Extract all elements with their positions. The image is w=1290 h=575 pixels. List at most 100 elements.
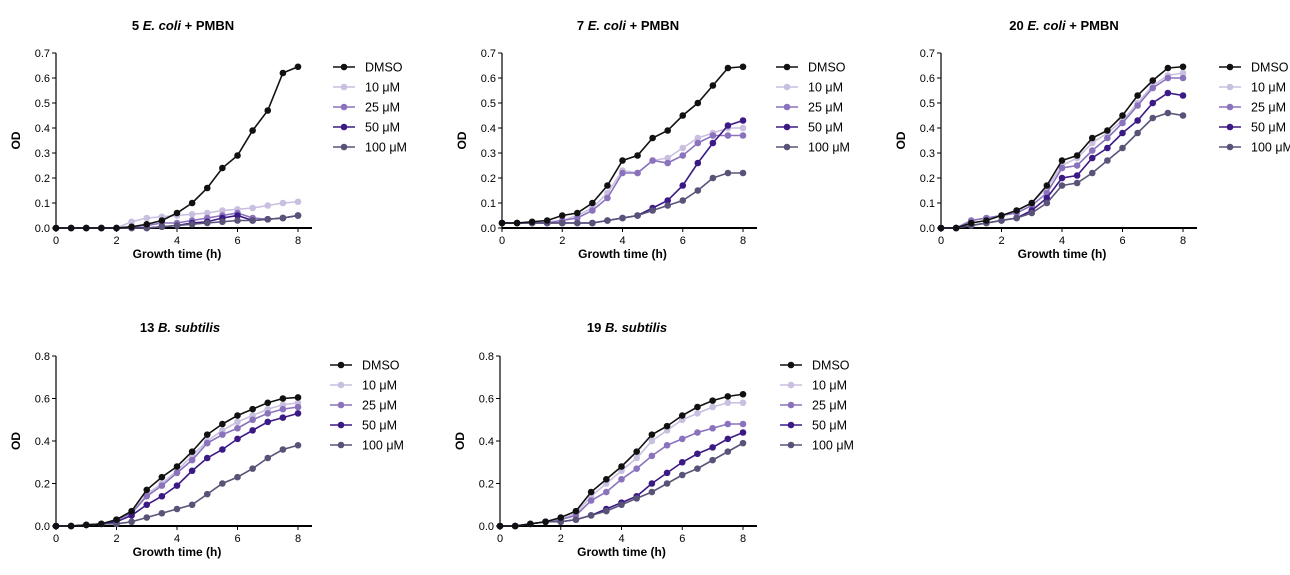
data-point <box>739 63 747 71</box>
data-point <box>264 454 272 462</box>
x-tick-label: 8 <box>740 533 746 545</box>
data-point <box>724 122 732 129</box>
series-line <box>502 65 744 224</box>
data-point <box>249 465 256 472</box>
x-tick-label: 4 <box>619 235 625 247</box>
data-point <box>694 134 702 142</box>
data-point <box>739 399 747 407</box>
data-point <box>234 473 241 481</box>
series-100-uM <box>498 169 747 227</box>
data-point <box>1134 92 1141 99</box>
data-point <box>203 490 211 498</box>
data-point <box>158 473 166 481</box>
data-point <box>709 139 717 147</box>
data-point <box>203 439 211 447</box>
data-point <box>1073 162 1081 169</box>
data-point <box>709 424 716 432</box>
data-point <box>128 507 135 515</box>
data-point <box>264 107 272 114</box>
legend-label: 50 μM <box>808 121 843 135</box>
data-point <box>648 437 656 445</box>
series-DMSO <box>52 63 302 232</box>
data-point <box>709 397 716 404</box>
series-DMSO <box>937 63 1187 232</box>
legend-item: 10 μM <box>330 379 397 393</box>
legend-swatch-marker <box>787 401 795 409</box>
data-point <box>294 212 302 219</box>
data-point <box>188 210 196 218</box>
legend-item: 10 μM <box>780 379 847 393</box>
data-point <box>1058 157 1066 164</box>
data-point <box>264 202 272 209</box>
legend-item: 50 μM <box>333 121 400 135</box>
data-point <box>128 518 135 526</box>
legend: DMSO 10 μM 25 μM 50 μM 100 μM <box>780 359 854 453</box>
data-point <box>234 217 241 224</box>
data-point <box>496 522 504 530</box>
data-point <box>634 212 641 219</box>
data-point <box>113 516 120 523</box>
data-point <box>709 82 717 89</box>
data-point <box>1164 64 1172 72</box>
legend-swatch-marker <box>340 63 348 71</box>
series-line <box>502 134 743 224</box>
legend-label: 25 μM <box>1251 101 1286 115</box>
data-point <box>1043 182 1051 189</box>
legend-swatch-marker <box>1226 63 1234 71</box>
data-point <box>587 512 595 519</box>
data-point <box>709 456 716 464</box>
legend-item: 100 μM <box>333 141 407 155</box>
data-point <box>279 414 287 421</box>
data-point <box>1179 69 1187 77</box>
legend-item: DMSO <box>330 359 400 373</box>
data-point <box>1028 199 1036 207</box>
data-point <box>739 390 747 398</box>
x-axis-label: Growth time (h) <box>1018 247 1107 261</box>
x-tick-label: 8 <box>740 235 746 247</box>
y-axis-label: OD <box>453 432 467 450</box>
data-point <box>679 144 687 152</box>
legend-swatch-marker <box>783 123 791 131</box>
data-point <box>1104 134 1111 142</box>
data-point <box>709 132 717 139</box>
data-point <box>694 159 702 167</box>
legend-label: 10 μM <box>365 81 400 95</box>
data-point <box>52 224 60 232</box>
data-point <box>634 152 641 159</box>
legend-item: 25 μM <box>780 399 847 413</box>
data-point <box>557 514 565 521</box>
data-point <box>558 219 566 227</box>
x-tick-label: 6 <box>680 235 686 247</box>
series-DMSO <box>496 390 747 530</box>
data-point <box>739 429 747 436</box>
series-line <box>56 66 299 229</box>
x-tick-label: 8 <box>295 533 301 545</box>
legend-label: 100 μM <box>1251 141 1290 155</box>
legend-swatch-marker <box>787 381 795 389</box>
legend-item: 100 μM <box>776 141 850 155</box>
series-25-uM <box>496 420 747 530</box>
data-point <box>1088 169 1096 177</box>
data-point <box>679 182 687 189</box>
data-point <box>294 394 302 401</box>
series-100-uM <box>496 439 747 530</box>
data-point <box>574 209 581 217</box>
legend-item: 25 μM <box>1219 101 1286 115</box>
data-point <box>219 446 226 453</box>
data-point <box>1104 127 1111 134</box>
chart-title-organism: B. subtilis <box>605 320 667 335</box>
data-point <box>663 469 671 477</box>
data-point <box>604 217 611 224</box>
data-point <box>188 501 196 509</box>
data-point <box>633 454 640 462</box>
data-point <box>694 410 701 417</box>
data-point <box>1179 92 1187 99</box>
legend-label: DMSO <box>812 359 850 373</box>
series-line <box>500 442 744 527</box>
data-point <box>82 521 90 529</box>
legend-swatch-marker <box>340 143 348 151</box>
data-point <box>589 199 596 207</box>
legend: DMSO 10 μM 25 μM 50 μM 100 μM <box>333 61 407 155</box>
legend-swatch-marker <box>337 401 345 409</box>
chart-title-number: 19 <box>587 320 605 335</box>
